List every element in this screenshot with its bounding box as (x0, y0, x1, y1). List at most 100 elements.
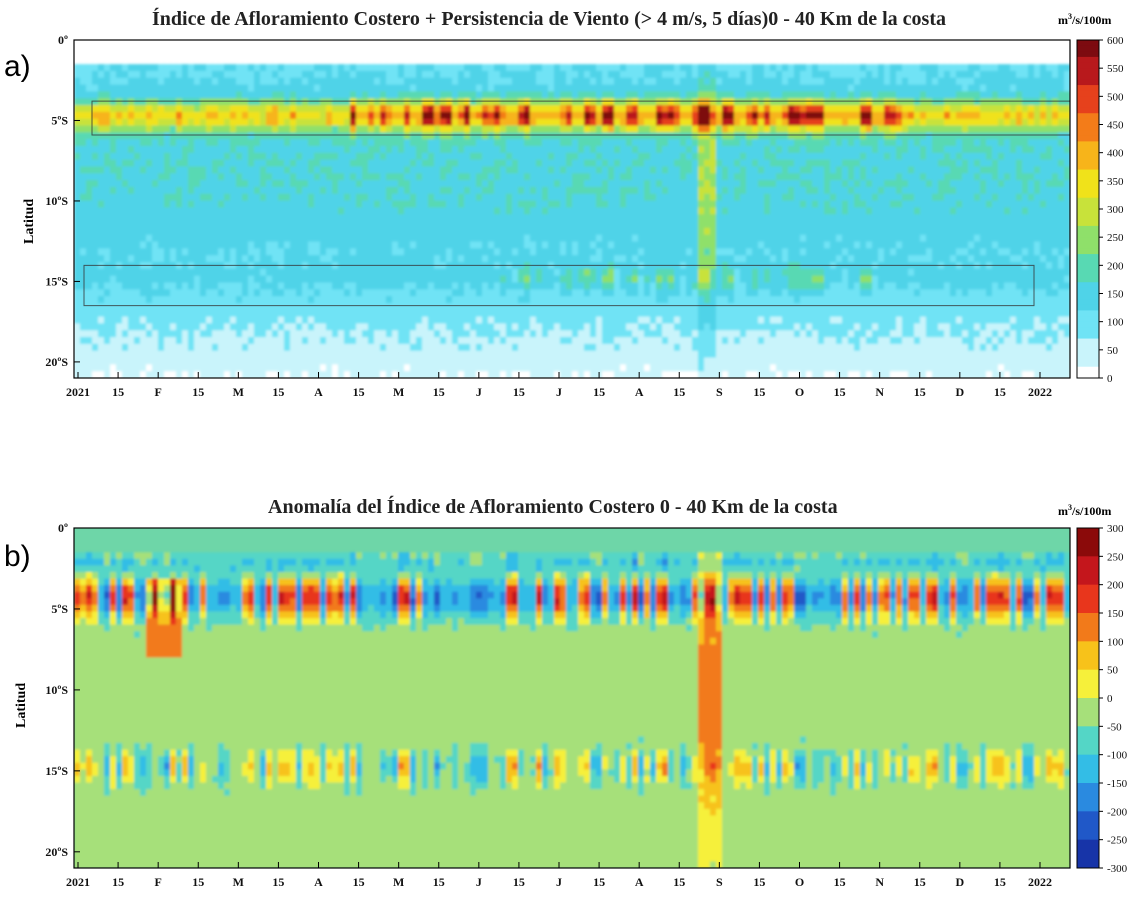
colorbar-a-segment (1077, 259, 1099, 266)
colorbar-b-segment (1077, 726, 1099, 756)
colorbar-a-segment (1077, 355, 1099, 362)
colorbar-a-segment (1077, 85, 1099, 92)
panel-b-x-tick-label: 2022 (1028, 875, 1052, 889)
panel-a-y-tick-label: 15ºS (45, 274, 68, 288)
panel-b-x-tick-label: 15 (112, 875, 124, 889)
colorbar-a-segment (1077, 79, 1099, 86)
panel-a-x-tick-label: 15 (513, 385, 525, 399)
colorbar-a-tick-label: 150 (1107, 289, 1124, 301)
colorbar-a-segment (1077, 118, 1099, 125)
colorbar-a-segment (1077, 316, 1099, 323)
colorbar-a-segment (1077, 344, 1099, 351)
panel-b-x-tick-label: A (314, 875, 323, 889)
panel-b-units: m3/s/100m (1058, 503, 1112, 518)
colorbar-a-segment (1077, 321, 1099, 328)
panel-a-x-tick-label: S (716, 385, 723, 399)
colorbar-a-segment (1077, 282, 1099, 289)
colorbar-a-segment (1077, 327, 1099, 334)
colorbar-a-segment (1077, 293, 1099, 300)
colorbar-b-segment (1077, 669, 1099, 699)
panel-a-x-tick-label: F (154, 385, 161, 399)
panel-a-x-tick-label: J (476, 385, 482, 399)
panel-a-x-tick-label: A (635, 385, 644, 399)
panel-a-x-tick-label: J (556, 385, 562, 399)
panel-a-x-tick-label: O (795, 385, 804, 399)
panel-b-x-tick-label: M (233, 875, 244, 889)
panel-a-x-tick-label: 15 (353, 385, 365, 399)
panel-a-x-tick-label: D (955, 385, 964, 399)
panel-b-label: b) (4, 540, 31, 573)
panel-a-x-tick-label: M (393, 385, 404, 399)
colorbar-a-segment (1077, 197, 1099, 204)
colorbar-a-segment (1077, 349, 1099, 356)
colorbar-b-segment (1077, 754, 1099, 784)
colorbar-a-segment (1077, 299, 1099, 306)
panel-b-x-tick-label: 15 (353, 875, 365, 889)
colorbar-b-segment (1077, 613, 1099, 642)
colorbar-a-segment (1077, 141, 1099, 148)
panel-b-y-tick-label: 0º (58, 521, 68, 535)
panel-a-frame (73, 39, 1071, 379)
panel-b-frame (73, 527, 1071, 869)
colorbar-b-tick-label: 0 (1107, 693, 1113, 705)
colorbar-b-tick-label: 300 (1107, 523, 1124, 535)
panel-a-label: a) (4, 50, 31, 83)
colorbar-a-tick-label: 350 (1107, 176, 1124, 188)
colorbar-a-segment (1077, 169, 1099, 176)
panel-b-x-tick-label: M (393, 875, 404, 889)
colorbar-a-tick-label: 300 (1107, 204, 1124, 216)
colorbar-a-tick-label: 250 (1107, 232, 1124, 244)
colorbar-a-segment (1077, 209, 1099, 216)
panel-b-field (74, 552, 1070, 868)
colorbar-a-segment (1077, 225, 1099, 233)
colorbar-a-segment (1077, 96, 1099, 103)
panel-b-x-tick-label: 15 (272, 875, 284, 889)
colorbar-b-tick-label: 250 (1107, 551, 1124, 563)
panel-a-x-tick-label: 15 (272, 385, 284, 399)
panel-b-y-tick-label: 15ºS (45, 764, 68, 778)
colorbar-a-tick-label: 550 (1107, 63, 1124, 75)
colorbar-a-segment (1077, 73, 1099, 80)
panel-a-x-tick-label: 15 (994, 385, 1006, 399)
colorbar-b-segment (1077, 783, 1099, 812)
colorbar-b-tick-label: -50 (1107, 721, 1122, 733)
colorbar-a-segment (1077, 248, 1099, 255)
colorbar-a-segment (1077, 287, 1099, 294)
panel-a-title: Índice de Afloramiento Costero + Persist… (152, 8, 947, 30)
colorbar-a-segment (1077, 124, 1099, 131)
panel-b-y-tick-label: 5ºS (51, 602, 68, 616)
colorbar-a-segment (1077, 338, 1099, 345)
colorbar-b-segment (1077, 556, 1099, 586)
colorbar-a-segment (1077, 175, 1099, 182)
colorbar-a-segment (1077, 45, 1099, 52)
panel-b-x-tick-label: 15 (433, 875, 445, 889)
panel-a-x-tick-label: 15 (753, 385, 765, 399)
panel-a-x-tick-label: 15 (914, 385, 926, 399)
panel-a-x-tick-label: 15 (834, 385, 846, 399)
colorbar-a-segment (1077, 180, 1099, 187)
panel-a-x-tick-label: 15 (433, 385, 445, 399)
panel-b-x-tick-label: 15 (834, 875, 846, 889)
colorbar-b-tick-label: 100 (1107, 636, 1124, 648)
panel-b-x-tick-label: D (955, 875, 964, 889)
panel-b-x-tick-label: 15 (192, 875, 204, 889)
colorbar-a-tick-label: 450 (1107, 120, 1124, 132)
panel-b-y-tick-label: 20ºS (45, 845, 68, 859)
colorbar-a-segment (1077, 372, 1099, 379)
panel-a-x-tick-label: 15 (112, 385, 124, 399)
chart-axes: 2021 15 F 15 M 15 A 15 M 15 J 15 J 15 A 15 S 15 O 15 N 15 D 15 2… (45, 33, 1071, 889)
colorbar-b-segment (1077, 698, 1099, 727)
colorbar-a-segment (1077, 107, 1099, 114)
panel-a-y-tick-label: 5ºS (51, 113, 68, 127)
panel-b-x-tick-label: 15 (994, 875, 1006, 889)
panel-b-title: Anomalía del Índice de Afloramiento Cost… (268, 496, 838, 518)
colorbar-a-segment (1077, 68, 1099, 75)
colorbar-a-segment (1077, 276, 1099, 283)
colorbar-a-segment (1077, 366, 1099, 373)
colorbar-b-tick-label: 50 (1107, 665, 1119, 677)
colorbar-a-segment (1077, 130, 1099, 137)
colorbar-a-segment (1077, 51, 1099, 58)
panel-b-x-tick-label: 2021 (66, 875, 90, 889)
colorbar-b-tick-label: -150 (1107, 778, 1128, 790)
colorbar-a-segment (1077, 214, 1099, 221)
